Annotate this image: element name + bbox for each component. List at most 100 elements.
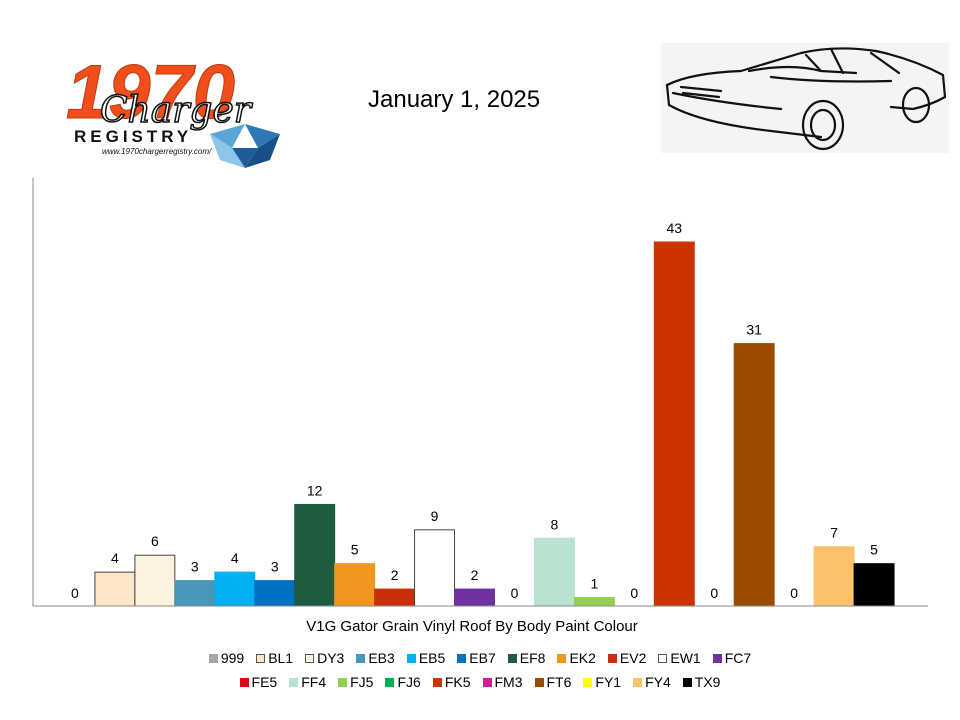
logo-year: 1970 [66,50,235,135]
bar-ev2 [374,588,416,607]
registry-logo: 1970 Charger REGISTRY www.1970chargerreg… [66,50,280,168]
legend-row: FE5 FF4 FJ5 FJ6 FK5 FM3 FT6 FY1 FY4 TX9 [150,670,810,694]
legend-label: FJ5 [350,674,374,690]
data-label-fm3: 0 [710,585,718,601]
chart-legend: 999 BL1 DY3 EB3 EB5 EB7 EF8 EK2 EV2 EW1 FC7 FE5 FF4… [150,646,810,694]
data-label-fj6: 0 [630,585,638,601]
data-label-eb5: 4 [231,550,239,566]
logo-script: Charger [100,90,253,131]
logo-registry: REGISTRY [74,127,192,146]
legend-swatch [507,653,517,663]
legend-label: EB3 [368,650,395,666]
legend-swatch [557,653,567,663]
legend-item-ft6: FT6 [534,670,571,694]
legend-swatch [633,677,643,687]
legend-label: FK5 [444,674,471,690]
bar-ek2 [334,563,376,607]
legend-swatch [457,653,467,663]
legend-item-eb7: EB7 [457,646,496,670]
legend-item-dy3: DY3 [305,646,344,670]
legend-swatch [583,677,593,687]
legend-label: EB7 [469,650,496,666]
legend-item-fc7: FC7 [712,646,752,670]
legend-item-999: 999 [208,646,244,670]
legend-swatch [208,653,218,663]
legend-item-ef8: EF8 [507,646,546,670]
legend-label: TX9 [694,674,721,690]
legend-label: FC7 [724,650,752,666]
legend-item-fy4: FY4 [633,670,671,694]
chart-date: January 1, 2025 [368,86,541,113]
legend-label: EF8 [519,650,546,666]
legend-label: FY4 [645,674,671,690]
bar-fj5 [573,597,615,607]
legend-label: FY1 [595,674,622,690]
data-label-fj5: 1 [590,576,598,592]
data-label-fy4: 7 [830,525,838,541]
legend-swatch [406,653,416,663]
legend-label: EK2 [569,650,596,666]
legend-swatch [338,677,348,687]
legend-label: DY3 [317,650,345,666]
legend-label: EW1 [670,650,701,666]
pentastar-icon [210,124,280,168]
legend-item-fe5: FE5 [239,670,278,694]
bars-group [94,241,895,607]
legend-label: EB5 [418,650,446,666]
legend-row: 999 BL1 DY3 EB3 EB5 EB7 EF8 EK2 EV2 EW1 FC7 [150,646,810,670]
bar-ef8 [294,503,336,607]
legend-swatch [534,677,544,687]
data-label-tx9: 5 [870,542,878,558]
data-label-ff4: 8 [551,516,559,532]
data-label-ev2: 2 [391,567,399,583]
legend-item-bl1: BL1 [256,646,293,670]
legend-item-eb5: EB5 [406,646,446,670]
legend-swatch [256,653,266,663]
bar-ew1 [414,529,456,607]
legend-item-fy1: FY1 [583,670,621,694]
bar-tx9 [853,563,895,607]
legend-item-ek2: EK2 [557,646,596,670]
legend-item-tx9: TX9 [682,670,721,694]
bar-dy3 [134,554,176,607]
legend-swatch [712,653,722,663]
bar-bl1 [94,571,136,607]
bar-fc7 [454,588,495,607]
legend-item-fj5: FJ5 [338,670,373,694]
legend-swatch [482,677,492,687]
legend-item-fj6: FJ6 [385,670,421,694]
data-label-ft6: 31 [746,322,762,338]
data-label-fe5: 0 [511,585,519,601]
bar-eb7 [254,580,296,607]
legend-item-fk5: FK5 [432,670,471,694]
legend-swatch [289,677,299,687]
data-label-999: 0 [71,585,79,601]
legend-label: FF4 [301,674,327,690]
bar-fk5 [653,241,695,607]
legend-swatch [607,653,617,663]
data-label-dy3: 6 [151,533,159,549]
legend-swatch [432,677,442,687]
bar-ff4 [533,537,575,607]
legend-swatch [385,677,395,687]
data-label-eb7: 3 [271,559,279,575]
car-illustration [661,43,949,153]
data-label-ew1: 9 [431,508,439,524]
legend-label: FJ6 [397,674,421,690]
legend-swatch [682,677,692,687]
data-label-ek2: 5 [351,542,359,558]
bar-fy4 [813,546,855,607]
legend-swatch [356,653,366,663]
data-label-eb3: 3 [191,559,199,575]
legend-label: FE5 [251,674,278,690]
legend-swatch [239,677,249,687]
data-label-ef8: 12 [307,482,323,498]
legend-swatch [305,653,315,663]
bar-ft6 [733,343,775,607]
data-label-fy1: 0 [790,585,798,601]
x-axis-label: V1G Gator Grain Vinyl Roof By Body Paint… [306,618,638,635]
legend-swatch [658,653,668,663]
data-label-fk5: 43 [666,220,682,236]
